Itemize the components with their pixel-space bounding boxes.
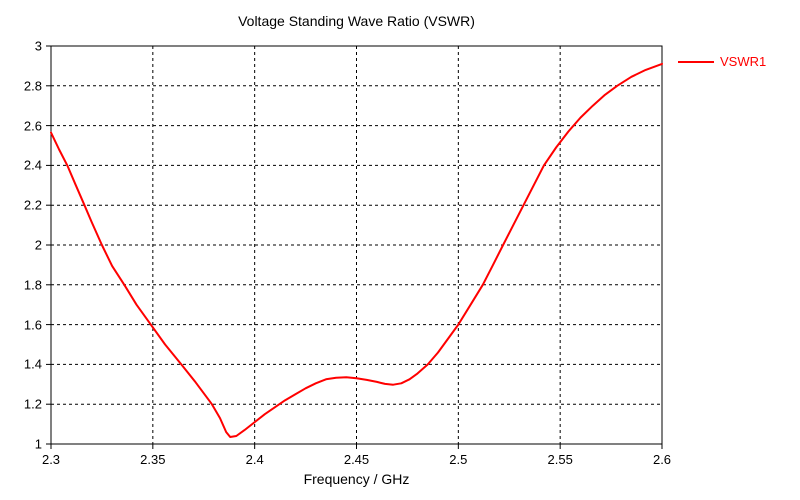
x-tick-label: 2.45 — [343, 452, 370, 467]
y-tick-label: 1 — [34, 436, 42, 452]
chart-title: Voltage Standing Wave Ratio (VSWR) — [238, 13, 475, 29]
y-tick-label: 1.4 — [23, 356, 42, 372]
x-tick-label: 2.6 — [652, 452, 672, 467]
x-tick-label: 2.5 — [449, 452, 468, 467]
curve-vswr1 — [50, 62, 663, 438]
y-tick-label: 3 — [34, 38, 42, 54]
x-tick-label: 2.35 — [140, 452, 166, 467]
y-tick-label: 2.8 — [23, 78, 42, 94]
y-tick-label: 1.8 — [23, 277, 42, 293]
x-tick-label: 2.3 — [41, 452, 61, 467]
x-tick-label: 2.4 — [245, 452, 264, 467]
x-axis-title: Frequency / GHz — [303, 471, 410, 487]
x-tick-label: 2.55 — [547, 452, 573, 467]
legend: VSWR1 — [678, 54, 766, 69]
y-tick-label: 2.6 — [23, 118, 42, 134]
y-tick-label: 2.2 — [23, 197, 42, 213]
y-tick-label: 1.2 — [23, 396, 42, 412]
legend-line-swatch-icon — [678, 60, 714, 63]
y-tick-label: 2 — [34, 237, 42, 253]
y-tick-label: 2.4 — [23, 157, 42, 173]
y-tick-label: 1.6 — [23, 317, 42, 333]
legend-label-vswr1: VSWR1 — [720, 54, 767, 69]
